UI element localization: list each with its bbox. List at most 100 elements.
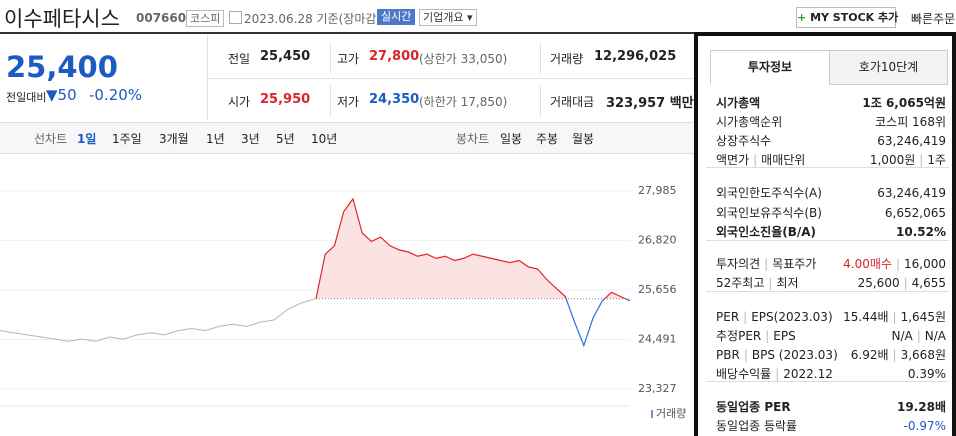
stat-value: 25,950	[260, 92, 311, 107]
my-stock-button[interactable]: + MY STOCK 추가	[796, 7, 898, 28]
sep: |	[916, 329, 921, 343]
sep: |	[753, 153, 758, 167]
stat-label: 거래량	[550, 52, 584, 66]
info-value: 6.92배	[850, 348, 889, 362]
info-value: 4,655	[911, 276, 946, 290]
up-area	[316, 198, 630, 299]
sep: |	[895, 257, 900, 271]
period-option[interactable]: 1년	[206, 132, 225, 146]
info-values: 0.39%	[908, 365, 946, 383]
sep: |	[743, 348, 748, 362]
candle-option[interactable]: 주봉	[536, 132, 559, 146]
info-label: 추정PER	[716, 329, 762, 343]
stat-label: 거래대금	[550, 95, 595, 109]
quick-order[interactable]: 빠른주문	[911, 12, 956, 26]
stat-label: 전일	[228, 52, 251, 66]
sep: |	[892, 348, 897, 362]
info-label: 최저	[776, 276, 799, 290]
info-values: 4.00매수 | 16,000	[843, 255, 946, 273]
price-chart: 27,985 26,820 25,656 24,491 23,327 거래량	[0, 153, 695, 420]
info-value: 25,600	[857, 276, 900, 290]
info-value: 6,652,065	[884, 206, 946, 220]
info-values: 6.92배 | 3,668원	[851, 346, 946, 364]
stock-name: 이수페타시스	[4, 7, 120, 31]
info-row: 배당수익률 | 2022.12 0.39%	[716, 365, 946, 383]
info-label: PBR	[716, 348, 740, 362]
period-option[interactable]: 10년	[311, 132, 338, 146]
divider	[540, 85, 541, 117]
volume-legend-icon	[651, 410, 653, 418]
info-label: 52주최고	[716, 276, 765, 290]
info-value: 16,000	[904, 257, 946, 271]
info-label: 외국인한도주식수(A)	[716, 186, 822, 200]
info-value: 3,668원	[900, 348, 946, 362]
info-value: 코스피 168위	[875, 115, 946, 129]
intraday-line-up	[315, 197, 627, 299]
info-label: 동일업종 등락률	[716, 419, 798, 433]
change-value: 50	[57, 86, 77, 104]
sep: |	[743, 310, 748, 324]
overview-text: 기업개요	[423, 11, 464, 24]
y-tick-label: 26,820	[638, 234, 677, 247]
y-tick-label: 25,656	[638, 283, 677, 296]
sep: |	[919, 153, 924, 167]
divider	[540, 42, 541, 74]
period-option[interactable]: 1주일	[112, 132, 142, 146]
stat-value: 323,957 백만	[606, 96, 694, 111]
period-option[interactable]: 5년	[276, 132, 295, 146]
info-value: 63,246,419	[877, 186, 946, 200]
period-option[interactable]: 3개월	[159, 132, 189, 146]
candle-option[interactable]: 일봉	[500, 132, 523, 146]
info-label: EPS(2023.03)	[751, 310, 833, 324]
stat-note: (상한가 33,050)	[419, 52, 508, 66]
stat-value: 25,450	[260, 49, 311, 64]
info-label: BPS (2023.03)	[751, 348, 838, 362]
date: 2023.06.28 기준(장마감)	[244, 12, 382, 26]
separator	[706, 381, 949, 382]
info-value: 1조 6,065억원	[862, 96, 946, 110]
intraday-line-down	[316, 298, 631, 348]
period-option[interactable]: 1일	[77, 132, 97, 146]
info-label: 시가총액	[716, 96, 761, 110]
sep: |	[892, 310, 897, 324]
y-tick-label: 27,985	[638, 184, 677, 197]
sep: |	[775, 367, 780, 381]
info-value: 10.52%	[896, 225, 946, 239]
info-label: 시가총액순위	[716, 115, 783, 129]
calendar-icon	[229, 11, 242, 24]
info-label: 투자의견	[716, 257, 761, 271]
candle-chart-label: 봉차트	[456, 132, 490, 146]
info-values: 63,246,419	[877, 132, 946, 150]
separator	[706, 240, 949, 241]
info-label: 액면가	[716, 153, 750, 167]
period-option[interactable]: 3년	[241, 132, 260, 146]
overview-button[interactable]: 기업개요 ▾	[419, 9, 477, 26]
stat-label: 저가	[337, 95, 360, 109]
info-value: 1,000원	[869, 153, 916, 167]
tab-invest[interactable]: 투자정보	[710, 50, 830, 84]
info-label: EPS	[773, 329, 796, 343]
info-value: 4.00매수	[843, 257, 892, 271]
tab-orderbook[interactable]: 호가10단계	[829, 50, 948, 85]
info-value: 15.44배	[843, 310, 889, 324]
candle-option[interactable]: 월봉	[572, 132, 595, 146]
info-value: 1주	[927, 153, 946, 167]
info-label: 목표주가	[772, 257, 817, 271]
info-value: 0.39%	[907, 367, 946, 381]
separator	[706, 167, 949, 168]
info-row: 시가총액 1조 6,065억원	[716, 94, 946, 112]
plus-icon: +	[797, 11, 807, 24]
realtime-badge[interactable]: 실시간	[377, 9, 416, 25]
info-row: PBR | BPS (2023.03) 6.92배 | 3,668원	[716, 346, 946, 364]
stat-label: 시가	[228, 95, 251, 109]
info-label: 상장주식수	[716, 134, 772, 148]
info-values: 25,600 | 4,655	[858, 274, 946, 292]
info-row: PER | EPS(2023.03) 15.44배 | 1,645원	[716, 308, 946, 326]
change: ▼50	[46, 86, 77, 104]
info-row: 액면가 | 매매단위 1,000원 | 1주	[716, 151, 946, 169]
info-values: 코스피 168위	[875, 113, 946, 131]
info-values: 63,246,419	[877, 184, 946, 202]
info-row: 동일업종 등락률 -0.97%	[716, 417, 946, 435]
